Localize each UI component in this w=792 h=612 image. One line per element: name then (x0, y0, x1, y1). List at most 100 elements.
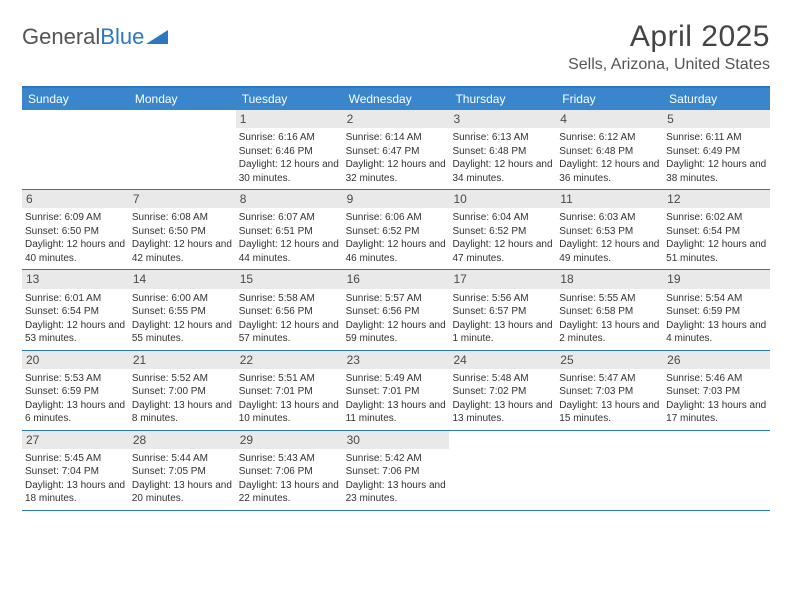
daylight-line: Daylight: 12 hours and 36 minutes. (559, 158, 660, 185)
sunset-line: Sunset: 7:01 PM (346, 385, 447, 399)
daylight-line: Daylight: 12 hours and 53 minutes. (25, 319, 126, 346)
sunrise-line: Sunrise: 5:49 AM (346, 372, 447, 386)
sunrise-line: Sunrise: 5:57 AM (346, 292, 447, 306)
day-number: 2 (343, 110, 450, 128)
day-number: 17 (449, 270, 556, 288)
calendar-cell-empty (129, 110, 236, 189)
daylight-line: Daylight: 13 hours and 11 minutes. (346, 399, 447, 426)
sunset-line: Sunset: 6:52 PM (346, 225, 447, 239)
daylight-line: Daylight: 12 hours and 59 minutes. (346, 319, 447, 346)
daylight-line: Daylight: 13 hours and 10 minutes. (239, 399, 340, 426)
sunrise-line: Sunrise: 6:16 AM (239, 131, 340, 145)
sunset-line: Sunset: 6:48 PM (559, 145, 660, 159)
day-header-saturday: Saturday (663, 88, 770, 110)
day-header-tuesday: Tuesday (236, 88, 343, 110)
sunset-line: Sunset: 6:56 PM (346, 305, 447, 319)
daylight-line: Daylight: 13 hours and 1 minute. (452, 319, 553, 346)
day-headers-row: SundayMondayTuesdayWednesdayThursdayFrid… (22, 88, 770, 110)
daylight-line: Daylight: 13 hours and 6 minutes. (25, 399, 126, 426)
sunrise-line: Sunrise: 5:55 AM (559, 292, 660, 306)
calendar-cell: 23 Sunrise: 5:49 AMSunset: 7:01 PMDayligh… (343, 351, 450, 430)
daylight-line: Daylight: 12 hours and 57 minutes. (239, 319, 340, 346)
calendar-cell: 28Sunrise: 5:44 AMSunset: 7:05 PMDayligh… (129, 431, 236, 510)
page-title: April 2025 (568, 20, 770, 54)
sunrise-line: Sunrise: 5:45 AM (25, 452, 126, 466)
sunset-line: Sunset: 7:00 PM (132, 385, 233, 399)
calendar-cell: 3Sunrise: 6:13 AMSunset: 6:48 PMDaylight… (449, 110, 556, 189)
calendar-cell: 7Sunrise: 6:08 AMSunset: 6:50 PMDaylight… (129, 190, 236, 269)
day-number: 27 (22, 431, 129, 449)
title-block: April 2025 Sells, Arizona, United States (568, 20, 770, 74)
sunset-line: Sunset: 7:04 PM (25, 465, 126, 479)
location-text: Sells, Arizona, United States (568, 56, 770, 74)
sunset-line: Sunset: 6:54 PM (666, 225, 767, 239)
calendar-cell: 25Sunrise: 5:47 AMSunset: 7:03 PMDayligh… (556, 351, 663, 430)
week-row: 6Sunrise: 6:09 AMSunset: 6:50 PMDaylight… (22, 190, 770, 270)
week-row: 13Sunrise: 6:01 AMSunset: 6:54 PMDayligh… (22, 270, 770, 350)
sunset-line: Sunset: 6:51 PM (239, 225, 340, 239)
sunrise-line: Sunrise: 6:02 AM (666, 211, 767, 225)
calendar-cell: 1Sunrise: 6:16 AMSunset: 6:46 PMDaylight… (236, 110, 343, 189)
week-row: 27 Sunrise: 5:45 AMSunset: 7:04 PM Dayligh… (22, 431, 770, 511)
logo-text-blue: Blue (100, 24, 144, 50)
calendar-cell: 26Sunrise: 5:46 AMSunset: 7:03 PMDayligh… (663, 351, 770, 430)
calendar-cell: 19Sunrise: 5:54 AMSunset: 6:59 PMDayligh… (663, 270, 770, 349)
sunrise-line: Sunrise: 5:46 AM (666, 372, 767, 386)
day-number: 23 (343, 351, 450, 369)
day-number: 5 (663, 110, 770, 128)
day-number: 1 (236, 110, 343, 128)
daylight-line: Daylight: 12 hours and 34 minutes. (452, 158, 553, 185)
sunset-line: Sunset: 6:48 PM (452, 145, 553, 159)
sunset-line: Sunset: 7:05 PM (132, 465, 233, 479)
calendar-cell: 13Sunrise: 6:01 AMSunset: 6:54 PMDayligh… (22, 270, 129, 349)
day-number: 4 (556, 110, 663, 128)
calendar-cell: 9Sunrise: 6:06 AMSunset: 6:52 PMDaylight… (343, 190, 450, 269)
sunrise-line: Sunrise: 6:13 AM (452, 131, 553, 145)
calendar-cell: 12Sunrise: 6:02 AMSunset: 6:54 PMDayligh… (663, 190, 770, 269)
sunset-line: Sunset: 7:02 PM (452, 385, 553, 399)
sunset-line: Sunset: 6:55 PM (132, 305, 233, 319)
calendar-cell: 20Sunrise: 5:53 AMSunset: 6:59 PMDayligh… (22, 351, 129, 430)
calendar-cell-empty (556, 431, 663, 510)
calendar-cell: 21Sunrise: 5:52 AMSunset: 7:00 PMDayligh… (129, 351, 236, 430)
day-number: 21 (129, 351, 236, 369)
sunrise-line: Sunrise: 5:54 AM (666, 292, 767, 306)
calendar-cell: 6Sunrise: 6:09 AMSunset: 6:50 PMDaylight… (22, 190, 129, 269)
day-number: 30 (343, 431, 450, 449)
sunrise-line: Sunrise: 5:47 AM (559, 372, 660, 386)
week-row: 20Sunrise: 5:53 AMSunset: 6:59 PMDayligh… (22, 351, 770, 431)
sunset-line: Sunset: 6:59 PM (25, 385, 126, 399)
sunrise-line: Sunrise: 5:51 AM (239, 372, 340, 386)
sunrise-line: Sunrise: 5:58 AM (239, 292, 340, 306)
day-number: 12 (663, 190, 770, 208)
day-number: 19 (663, 270, 770, 288)
day-number: 14 (129, 270, 236, 288)
daylight-line: Daylight: 13 hours and 17 minutes. (666, 399, 767, 426)
day-number: 28 (129, 431, 236, 449)
logo: GeneralBlue (22, 20, 168, 50)
sunrise-line: Sunrise: 6:01 AM (25, 292, 126, 306)
daylight-line: Daylight: 13 hours and 15 minutes. (559, 399, 660, 426)
daylight-line: Daylight: 13 hours and 22 minutes. (239, 479, 340, 506)
calendar-cell: 4Sunrise: 6:12 AMSunset: 6:48 PMDaylight… (556, 110, 663, 189)
calendar-cell: 8Sunrise: 6:07 AMSunset: 6:51 PMDaylight… (236, 190, 343, 269)
sunset-line: Sunset: 6:50 PM (25, 225, 126, 239)
calendar-cell: 14Sunrise: 6:00 AMSunset: 6:55 PMDayligh… (129, 270, 236, 349)
calendar-cell-empty (449, 431, 556, 510)
header: GeneralBlue April 2025 Sells, Arizona, U… (22, 20, 770, 74)
sunset-line: Sunset: 6:53 PM (559, 225, 660, 239)
sunset-line: Sunset: 6:52 PM (452, 225, 553, 239)
daylight-line: Daylight: 12 hours and 47 minutes. (452, 238, 553, 265)
daylight-line: Daylight: 12 hours and 49 minutes. (559, 238, 660, 265)
day-header-sunday: Sunday (22, 88, 129, 110)
calendar-cell: 15Sunrise: 5:58 AMSunset: 6:56 PMDayligh… (236, 270, 343, 349)
daylight-line: Daylight: 13 hours and 23 minutes. (346, 479, 447, 506)
calendar-cell-empty (22, 110, 129, 189)
day-number: 15 (236, 270, 343, 288)
calendar-cell: 27Sunrise: 5:45 AMSunset: 7:04 PMDayligh… (22, 431, 129, 510)
day-number: 20 (22, 351, 129, 369)
calendar-cell: 30Sunrise: 5:42 AMSunset: 7:06 PMDayligh… (343, 431, 450, 510)
calendar-cell: 17Sunrise: 5:56 AMSunset: 6:57 PMDayligh… (449, 270, 556, 349)
day-number: 18 (556, 270, 663, 288)
day-number: 22 (236, 351, 343, 369)
